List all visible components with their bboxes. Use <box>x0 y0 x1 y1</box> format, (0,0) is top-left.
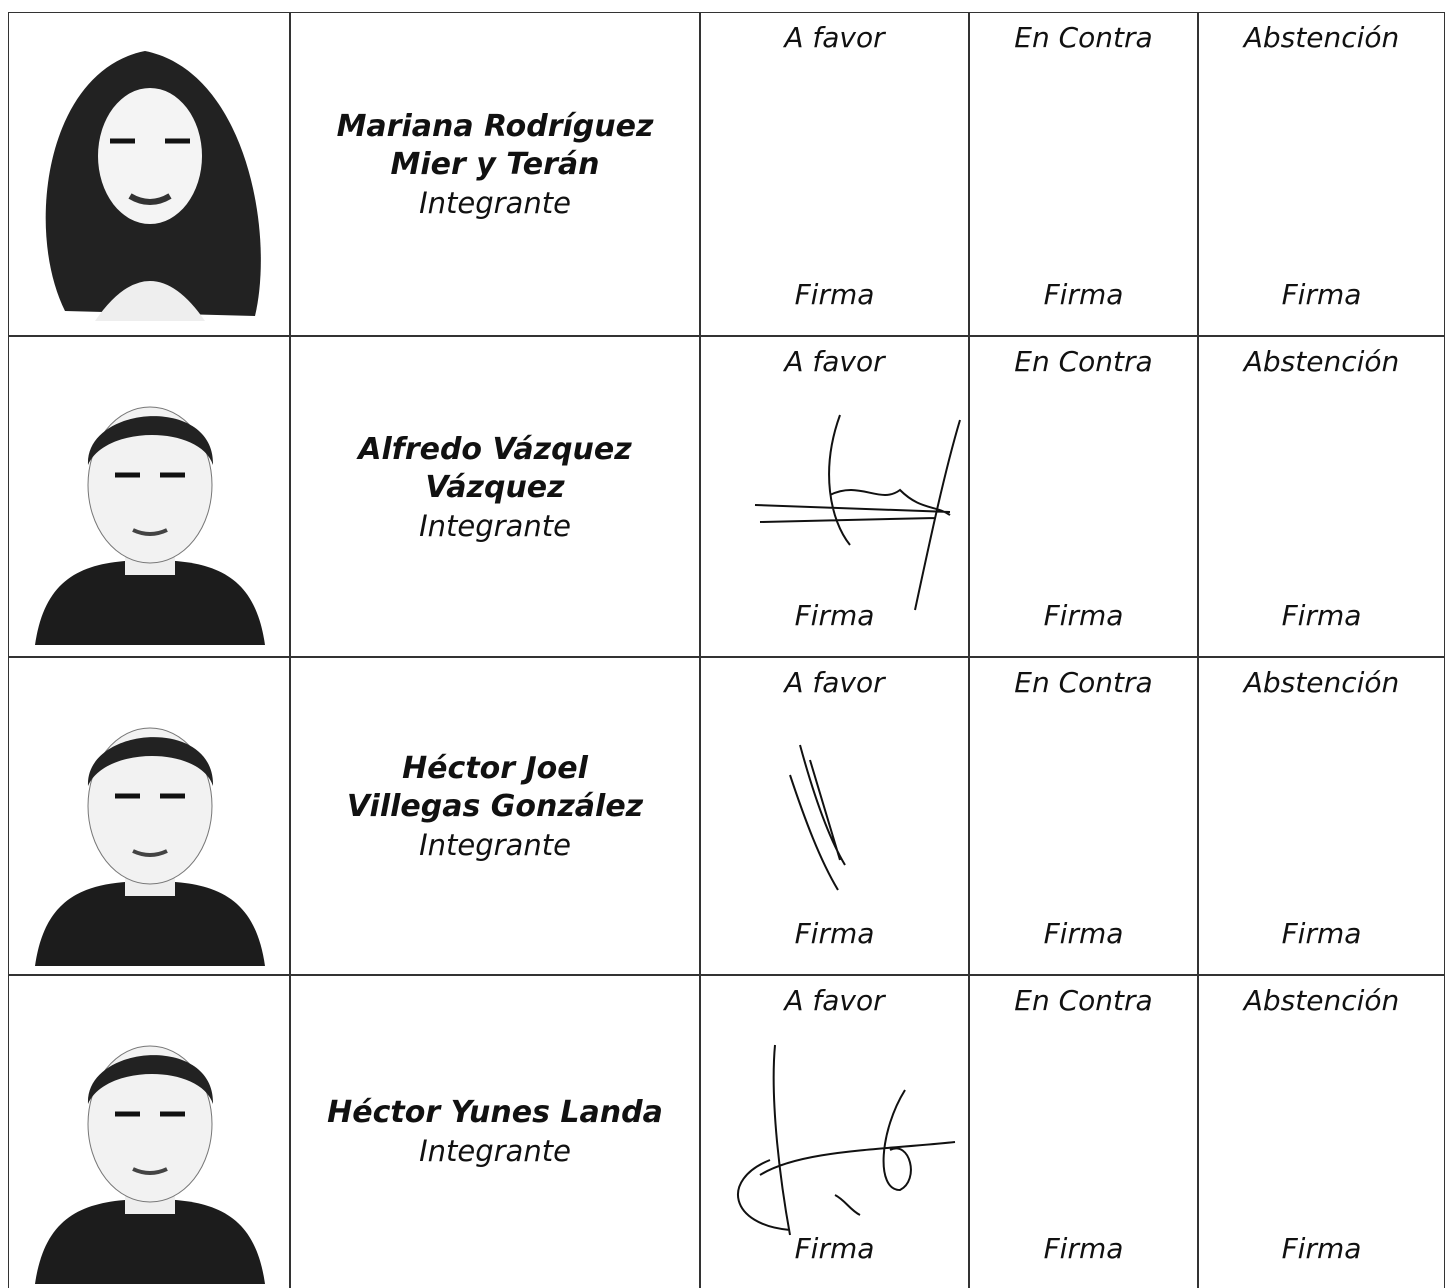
name-block: Héctor Joel Villegas González Integrante <box>291 750 699 864</box>
vote-cell: A favor Firma <box>700 975 969 1288</box>
vote-cell: A favor Firma <box>700 336 969 657</box>
name-cell: Alfredo Vázquez Vázquez Integrante <box>290 336 700 657</box>
member-name: Vázquez <box>425 469 565 505</box>
member-name: Héctor Yunes Landa <box>327 1094 663 1130</box>
vote-cell: A favor Firma <box>700 657 969 975</box>
name-block: Alfredo Vázquez Vázquez Integrante <box>291 430 699 544</box>
photo-cell <box>8 975 290 1288</box>
member-photo <box>35 1045 265 1284</box>
member-role: Integrante <box>419 185 571 220</box>
signature-label: Firma <box>1281 278 1362 311</box>
signature-label: Firma <box>1281 1232 1362 1265</box>
member-name: Alfredo Vázquez <box>358 431 632 467</box>
photo-cell <box>8 336 290 657</box>
member-photo <box>35 727 265 966</box>
vote-option: Abstención <box>1243 984 1400 1017</box>
vote-cell: En Contra Firma <box>969 336 1198 657</box>
signature-label: Firma <box>1043 278 1124 311</box>
member-name: Mariana Rodríguez <box>336 108 654 144</box>
member-name: Mier y Terán <box>390 146 600 182</box>
vote-cell: En Contra Firma <box>969 12 1198 336</box>
name-block: Mariana Rodríguez Mier y Terán Integrante <box>291 108 699 222</box>
vote-option: A favor <box>784 345 885 378</box>
signature-label: Firma <box>1043 599 1124 632</box>
vote-cell: A favor Firma <box>700 12 969 336</box>
name-cell: Mariana Rodríguez Mier y Terán Integrante <box>290 12 700 336</box>
member-name: Héctor Joel <box>402 750 588 786</box>
vote-cell: Abstención Firma <box>1198 12 1445 336</box>
vote-cell: Abstención Firma <box>1198 975 1445 1288</box>
signature-label: Firma <box>1043 917 1124 950</box>
signature-label: Firma <box>1281 917 1362 950</box>
member-role: Integrante <box>419 1133 571 1168</box>
vote-cell: En Contra Firma <box>969 975 1198 1288</box>
member-role: Integrante <box>419 508 571 543</box>
name-block: Héctor Yunes Landa Integrante <box>291 1093 699 1169</box>
photo-cell <box>8 657 290 975</box>
member-photo <box>35 406 265 645</box>
vote-option: A favor <box>784 984 885 1017</box>
signature-label: Firma <box>1043 1232 1124 1265</box>
name-cell: Héctor Joel Villegas González Integrante <box>290 657 700 975</box>
name-cell: Héctor Yunes Landa Integrante <box>290 975 700 1288</box>
signature-label: Firma <box>794 278 875 311</box>
vote-option: Abstención <box>1243 21 1400 54</box>
member-role: Integrante <box>419 827 571 862</box>
vote-option: En Contra <box>1014 984 1153 1017</box>
member-photo <box>45 51 261 321</box>
vote-cell: Abstención Firma <box>1198 336 1445 657</box>
vote-option: En Contra <box>1014 21 1153 54</box>
signature-label: Firma <box>794 599 875 632</box>
vote-option: A favor <box>784 666 885 699</box>
signature-label: Firma <box>1281 599 1362 632</box>
member-name: Villegas González <box>346 788 644 824</box>
signature-label: Firma <box>794 1232 875 1265</box>
signature-label: Firma <box>794 917 875 950</box>
vote-option: Abstención <box>1243 345 1400 378</box>
vote-option: A favor <box>784 21 885 54</box>
vote-cell: En Contra Firma <box>969 657 1198 975</box>
vote-option: En Contra <box>1014 666 1153 699</box>
vote-option: Abstención <box>1243 666 1400 699</box>
vote-cell: Abstención Firma <box>1198 657 1445 975</box>
photo-cell <box>8 12 290 336</box>
vote-option: En Contra <box>1014 345 1153 378</box>
